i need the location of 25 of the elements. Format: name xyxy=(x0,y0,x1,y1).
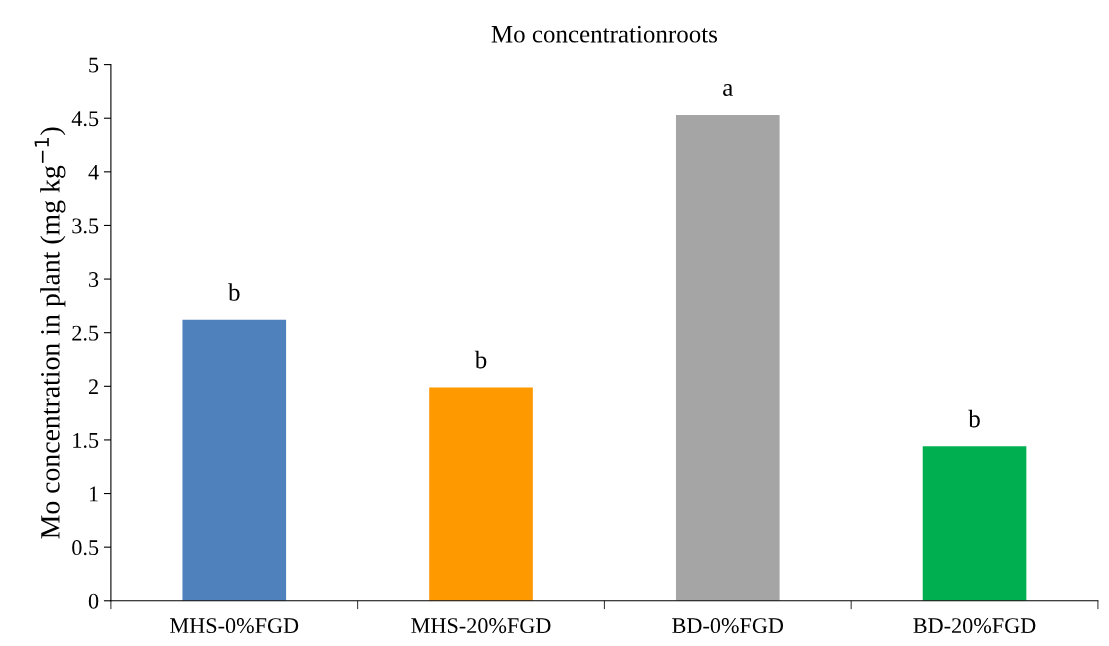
annotation: b xyxy=(474,350,487,369)
x-tick-label: BD-0%FGD xyxy=(672,618,784,634)
y-tick-label: 0.5 xyxy=(72,540,99,556)
bar xyxy=(429,387,533,601)
y-axis-title: Mo concentration in plant (mg kg$^{−1}$) xyxy=(34,127,66,539)
x-tick-label: MHS-20%FGD xyxy=(411,618,551,634)
annotation: b xyxy=(228,283,240,301)
y-tick-label: 3.5 xyxy=(72,218,99,234)
y-tick-label: 1.5 xyxy=(73,432,99,448)
x-tick-label: MHS-0%FGD xyxy=(170,618,299,634)
y-tick-label: 2 xyxy=(88,379,98,395)
y-tick-label: 3 xyxy=(89,272,99,287)
annotation: a xyxy=(723,84,733,97)
bar xyxy=(675,115,780,601)
bar xyxy=(182,319,287,601)
y-tick-label: 1 xyxy=(89,486,98,502)
y-tick-label: 2.5 xyxy=(72,325,99,341)
x-tick-label: BD-20%FGD xyxy=(913,618,1036,634)
bar xyxy=(922,446,1027,601)
annotation: b xyxy=(968,409,980,428)
y-tick-label: 4.5 xyxy=(71,111,99,127)
y-tick-label: 4 xyxy=(88,164,99,180)
y-tick-label: 0 xyxy=(88,593,99,609)
chart-title: Mo concentrationroots xyxy=(491,25,718,43)
y-tick-label: 5 xyxy=(89,57,99,73)
